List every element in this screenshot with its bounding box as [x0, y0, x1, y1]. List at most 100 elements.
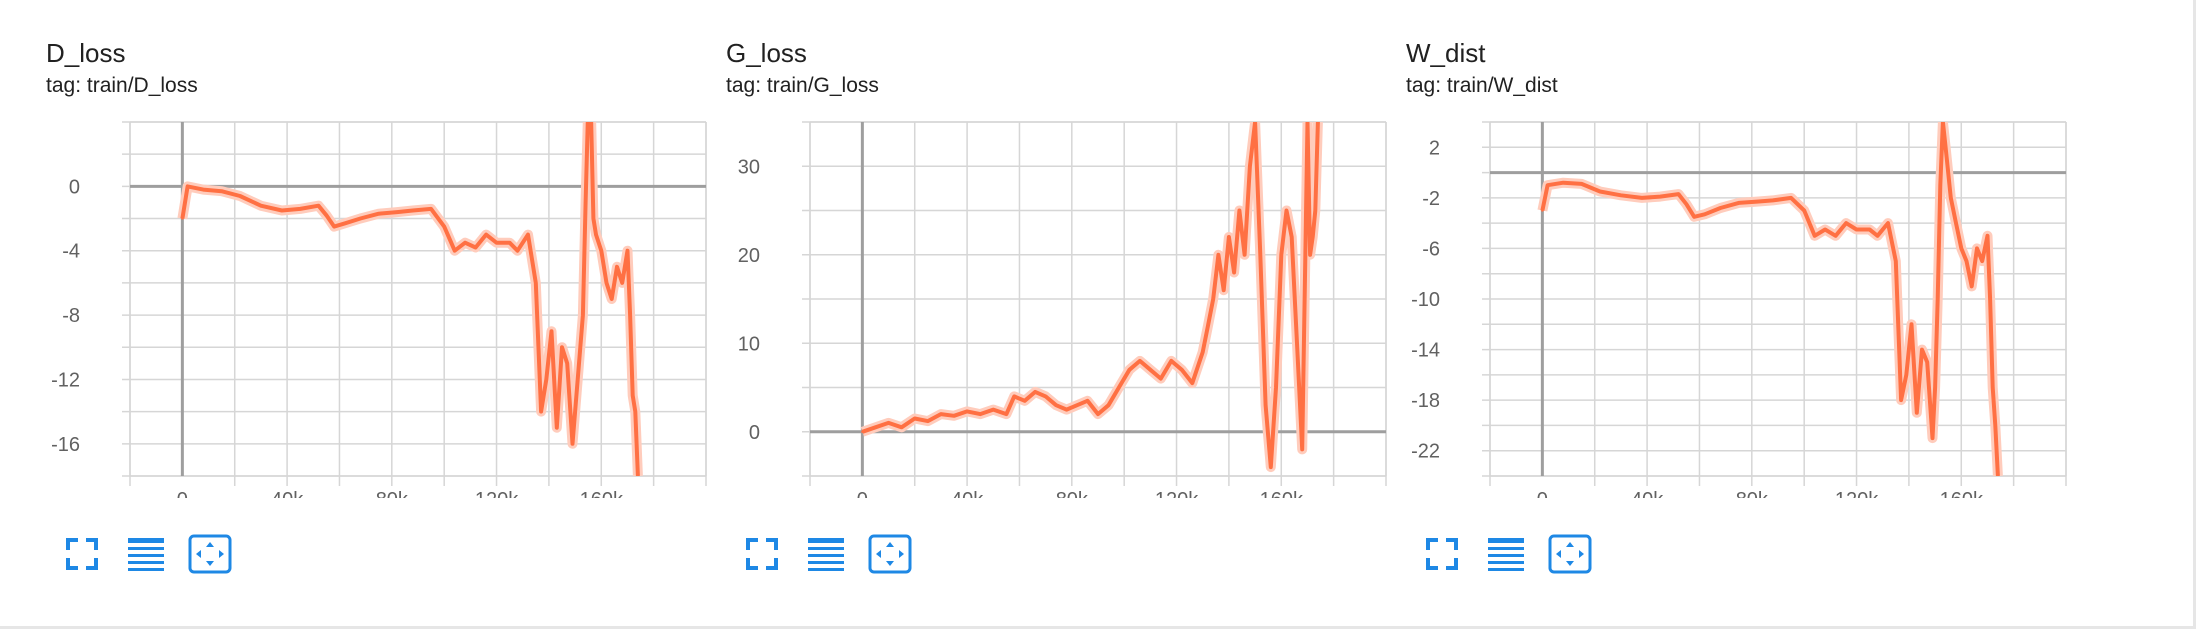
line-chart-d-loss[interactable]: 0 40k 80k 120k 160k 0 -4 -8 -12 -16 — [46, 118, 726, 498]
x-tick-label: 40k — [1631, 489, 1664, 498]
data-point — [239, 195, 241, 197]
data-point — [202, 188, 204, 190]
data-point — [508, 241, 510, 243]
data-point — [359, 217, 361, 219]
data-point — [561, 346, 563, 348]
x-tick-label: 40k — [951, 489, 984, 498]
data-point — [186, 185, 188, 187]
data-point — [616, 266, 618, 268]
data-point — [1855, 228, 1857, 230]
y-tick-label: -12 — [51, 369, 80, 391]
data-point — [1876, 235, 1878, 237]
data-point — [914, 417, 916, 419]
data-table-button[interactable] — [1482, 530, 1530, 578]
fullscreen-button[interactable] — [58, 530, 106, 578]
x-tick-label: 40k — [271, 489, 304, 498]
fit-domain-button[interactable] — [1546, 530, 1594, 578]
fit-domain-button[interactable] — [186, 530, 234, 578]
data-point — [535, 282, 537, 284]
data-table-button[interactable] — [802, 530, 850, 578]
y-tick-label: 0 — [69, 176, 80, 198]
fullscreen-button[interactable] — [1418, 530, 1466, 578]
data-point — [1097, 413, 1099, 415]
data-point — [1976, 247, 1978, 249]
series-line — [182, 118, 638, 476]
chart-tag: tag: train/W_dist — [1406, 74, 1558, 98]
chart-svg: 0 40k 80k 120k 160k 2 -2 -6 -10 -14 -18 -22 — [1406, 118, 2086, 498]
data-point — [1317, 121, 1319, 123]
data-point — [1160, 377, 1162, 379]
data-point — [1285, 209, 1287, 211]
data-point — [1620, 194, 1622, 196]
data-point — [1541, 209, 1543, 211]
data-point — [577, 378, 579, 380]
data-point — [1916, 412, 1918, 414]
data-point — [1905, 374, 1907, 376]
data-point — [1997, 475, 1999, 477]
data-point — [317, 204, 319, 206]
data-point — [1181, 369, 1183, 371]
data-point — [1868, 228, 1870, 230]
x-tick-label: 120k — [1835, 489, 1879, 498]
data-point — [1939, 184, 1941, 186]
x-tick-label: 0 — [177, 489, 188, 498]
y-tick-label: 0 — [749, 422, 760, 444]
line-chart-w-dist[interactable]: 0 40k 80k 120k 160k 2 -2 -6 -10 -14 -18 -22 — [1406, 118, 2086, 498]
y-tick-label: -18 — [1411, 390, 1440, 412]
x-tick-label: 160k — [580, 489, 624, 498]
data-point — [516, 250, 518, 252]
data-point — [474, 246, 476, 248]
data-point — [637, 475, 639, 477]
data-point — [1971, 285, 1973, 287]
chart-title: G_loss — [726, 38, 807, 69]
data-point — [1249, 165, 1251, 167]
data-point — [527, 233, 529, 235]
data-point — [485, 233, 487, 235]
data-point — [495, 241, 497, 243]
data-point — [1677, 193, 1679, 195]
line-chart-g-loss[interactable]: 0 40k 80k 120k 160k 30 20 10 0 — [726, 118, 1406, 498]
data-point — [1301, 448, 1303, 450]
data-point — [1217, 254, 1219, 256]
data-point — [1790, 197, 1792, 199]
data-point — [992, 408, 994, 410]
fullscreen-icon — [738, 530, 786, 578]
data-point — [343, 222, 345, 224]
data-point — [1207, 324, 1209, 326]
fit-domain-button[interactable] — [866, 530, 914, 578]
fit-domain-icon — [186, 530, 234, 578]
data-table-icon — [802, 530, 850, 578]
data-point — [1259, 254, 1261, 256]
y-tick-label: 30 — [738, 156, 760, 178]
data-point — [1170, 360, 1172, 362]
x-tick-label: 160k — [1260, 489, 1304, 498]
data-point — [1960, 247, 1962, 249]
data-point — [1659, 195, 1661, 197]
chart-svg: 0 40k 80k 120k 160k 0 -4 -8 -12 -16 — [46, 118, 726, 498]
data-point — [545, 378, 547, 380]
y-tick-label: -8 — [62, 305, 80, 327]
y-tick-label: 20 — [738, 245, 760, 267]
fullscreen-icon — [58, 530, 106, 578]
data-point — [412, 209, 414, 211]
chart-svg: 0 40k 80k 120k 160k 30 20 10 0 — [726, 118, 1406, 498]
data-point — [1309, 254, 1311, 256]
data-table-button[interactable] — [122, 530, 170, 578]
y-tick-label: -14 — [1411, 340, 1440, 362]
data-point — [566, 362, 568, 364]
data-point — [1149, 369, 1151, 371]
data-point — [556, 427, 558, 429]
data-point — [595, 233, 597, 235]
data-point — [1989, 298, 1991, 300]
data-point — [181, 217, 183, 219]
data-point — [1076, 404, 1078, 406]
data-point — [887, 422, 889, 424]
data-point — [464, 241, 466, 243]
data-point — [1845, 222, 1847, 224]
x-tick-label: 120k — [1155, 489, 1199, 498]
fit-domain-icon — [1546, 530, 1594, 578]
y-tick-label: 10 — [738, 333, 760, 355]
fullscreen-button[interactable] — [738, 530, 786, 578]
data-point — [1314, 209, 1316, 211]
data-point — [629, 314, 631, 316]
